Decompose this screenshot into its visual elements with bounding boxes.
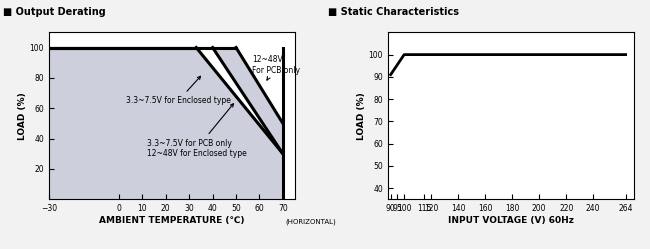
Text: 3.3~7.5V for PCB only
12~48V for Enclosed type: 3.3~7.5V for PCB only 12~48V for Enclose… xyxy=(147,104,247,158)
Polygon shape xyxy=(236,48,283,123)
X-axis label: AMBIENT TEMPERATURE (℃): AMBIENT TEMPERATURE (℃) xyxy=(99,216,244,225)
Y-axis label: LOAD (%): LOAD (%) xyxy=(18,92,27,140)
X-axis label: INPUT VOLTAGE (V) 60Hz: INPUT VOLTAGE (V) 60Hz xyxy=(448,216,574,225)
Polygon shape xyxy=(213,48,283,154)
Polygon shape xyxy=(49,48,283,199)
Text: (HORIZONTAL): (HORIZONTAL) xyxy=(285,219,336,225)
Text: ■ Output Derating: ■ Output Derating xyxy=(3,7,106,17)
Text: ■ Static Characteristics: ■ Static Characteristics xyxy=(328,7,460,17)
Y-axis label: LOAD (%): LOAD (%) xyxy=(357,92,366,140)
Text: 3.3~7.5V for Enclosed type: 3.3~7.5V for Enclosed type xyxy=(126,76,231,105)
Polygon shape xyxy=(196,48,283,154)
Text: 12~48V
For PCB only: 12~48V For PCB only xyxy=(252,55,300,80)
